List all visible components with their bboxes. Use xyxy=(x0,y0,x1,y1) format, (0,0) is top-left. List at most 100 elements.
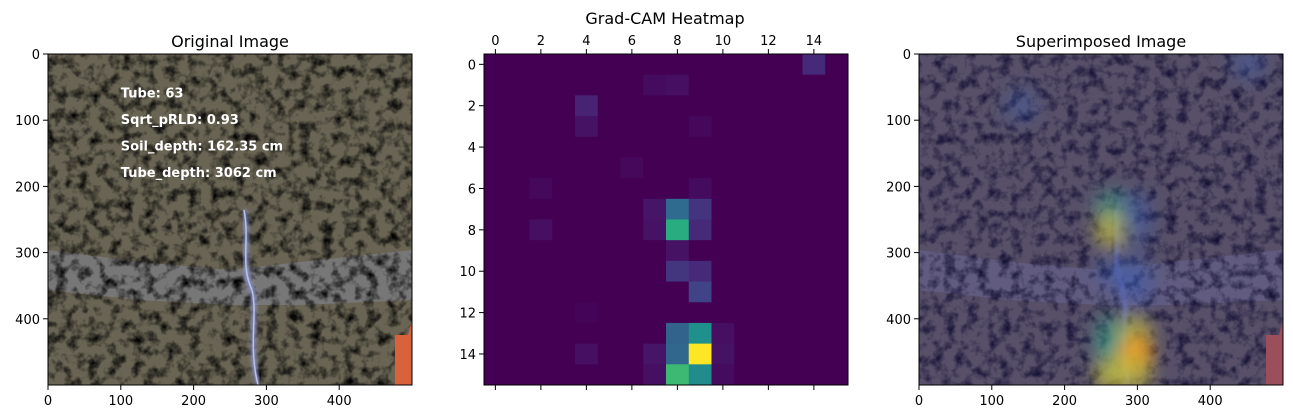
heatmap-cell xyxy=(711,322,735,345)
overlay-blob xyxy=(1116,356,1154,385)
heatmap-cell xyxy=(825,364,849,386)
heatmap-cell xyxy=(529,343,553,365)
heatmap-cell xyxy=(666,157,690,179)
heatmap-cell xyxy=(711,116,735,138)
heatmap-cell xyxy=(620,343,644,365)
x-tick-label: 300 xyxy=(254,394,279,409)
heatmap-cell xyxy=(643,343,667,365)
heatmap-cell xyxy=(575,343,599,365)
heatmap-cell xyxy=(597,343,621,365)
heatmap-cell xyxy=(620,178,644,200)
heatmap-cell xyxy=(552,116,576,138)
heatmap-cell xyxy=(620,260,644,283)
annotation-text: Soil_depth: 162.35 cm xyxy=(121,140,283,155)
x-tick-label: 14 xyxy=(806,34,823,49)
heatmap-cell xyxy=(552,178,576,200)
y-tick-label: 300 xyxy=(886,247,911,262)
heatmap-cell xyxy=(575,281,599,303)
heatmap-cell xyxy=(597,240,621,262)
heatmap-cell xyxy=(529,302,553,324)
heatmap-cell xyxy=(484,240,508,262)
heatmap-cell xyxy=(802,178,826,200)
heatmap-cell xyxy=(529,322,553,345)
heatmap-cell xyxy=(734,116,758,138)
heatmap-cell xyxy=(506,322,530,345)
heatmap-cell xyxy=(734,343,758,365)
annotation-text: Tube_depth: 3062 cm xyxy=(121,166,277,181)
heatmap-cell xyxy=(552,260,576,283)
heatmap-cell xyxy=(825,281,849,303)
heatmap-cell xyxy=(825,198,849,220)
heatmap-cell xyxy=(575,157,599,179)
heatmap-cell xyxy=(506,364,530,386)
heatmap-frame xyxy=(483,53,849,386)
heatmap-cell xyxy=(757,240,781,262)
y-tick-label: 6 xyxy=(468,182,476,197)
heatmap-cell xyxy=(643,136,667,158)
heatmap-cell xyxy=(575,260,599,283)
heatmap-cell xyxy=(757,95,781,117)
heatmap-cell xyxy=(529,240,553,262)
heatmap-cell xyxy=(802,54,826,76)
heatmap-cell xyxy=(529,198,553,220)
original-image-panel: Original Image Tube: 63 Sqrt_pRLD: 0.93 So… xyxy=(15,32,413,409)
heatmap-cell xyxy=(734,260,758,283)
heatmap-cell xyxy=(757,74,781,96)
heatmap-cell xyxy=(575,219,599,241)
heatmap-cell xyxy=(779,116,803,138)
x-tick-label: 12 xyxy=(760,34,777,49)
heatmap-cell xyxy=(711,302,735,324)
heatmap-cell xyxy=(711,219,735,241)
heatmap-cell xyxy=(575,116,599,138)
heatmap-cell xyxy=(779,343,803,365)
heatmap-cell xyxy=(688,74,712,96)
heatmap-cell xyxy=(484,198,508,220)
heatmap-cell xyxy=(529,178,553,200)
heatmap-cell xyxy=(779,95,803,117)
heatmap-cell xyxy=(757,157,781,179)
heatmap-cell xyxy=(666,74,690,96)
heatmap-cell xyxy=(779,260,803,283)
heatmap-cell xyxy=(620,302,644,324)
heatmap-cell xyxy=(643,260,667,283)
heatmap-cell xyxy=(484,157,508,179)
overlay-blob xyxy=(1116,273,1154,311)
heatmap-panel: Grad-CAM Heatmap 0 2 4 6 8 10 12 14 0 2 4 6 8 10 12 14 xyxy=(459,9,849,390)
heatmap-cell xyxy=(802,281,826,303)
heatmap-cell xyxy=(757,178,781,200)
heatmap-cell xyxy=(734,74,758,96)
heatmap-cell xyxy=(688,116,712,138)
x-tick-label: 100 xyxy=(979,394,1004,409)
heatmap-cell xyxy=(597,116,621,138)
heatmap-cell xyxy=(597,136,621,158)
x-tick-label: 200 xyxy=(181,394,206,409)
heatmap-cell xyxy=(688,364,712,386)
x-tick-label: 0 xyxy=(491,34,499,49)
heatmap-cell xyxy=(734,157,758,179)
heatmap-cell xyxy=(552,136,576,158)
y-tick-label: 200 xyxy=(15,180,40,195)
x-tick-label: 8 xyxy=(673,34,681,49)
heatmap-cell xyxy=(506,343,530,365)
heatmap-cell xyxy=(757,322,781,345)
heatmap-cell xyxy=(575,95,599,117)
heatmap-cell xyxy=(734,95,758,117)
heatmap-cell xyxy=(484,178,508,200)
heatmap-cell xyxy=(688,178,712,200)
heatmap-cell xyxy=(597,219,621,241)
heatmap-axes: 0 2 4 6 8 10 12 14 0 2 4 6 8 10 12 14 xyxy=(459,34,822,390)
heatmap-cell xyxy=(529,219,553,241)
heatmap-cell xyxy=(597,54,621,76)
y-tick-label: 2 xyxy=(468,100,476,115)
heatmap-cell xyxy=(529,54,553,76)
original-image xyxy=(48,54,412,385)
heatmap-cell xyxy=(529,157,553,179)
heatmap-cell xyxy=(575,364,599,386)
heatmap-cell xyxy=(802,95,826,117)
heatmap-cell xyxy=(552,219,576,241)
heatmap-cell xyxy=(643,240,667,262)
heatmap-cell xyxy=(688,302,712,324)
y-tick-label: 100 xyxy=(886,114,911,129)
superimposed-image-axes: 0 100 200 300 400 0 100 200 300 400 xyxy=(886,48,1222,409)
heatmap-cell xyxy=(688,322,712,345)
